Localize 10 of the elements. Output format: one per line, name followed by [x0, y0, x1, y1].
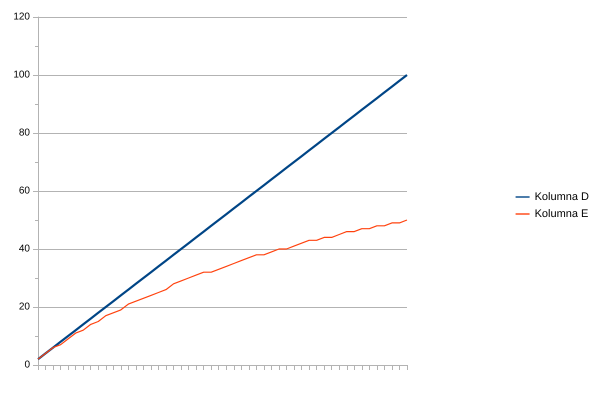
y-tick-label: 60 [18, 186, 30, 196]
y-tick-label: 120 [13, 12, 30, 22]
y-tick-label: 80 [18, 128, 30, 138]
y-tick-label: 100 [13, 70, 30, 80]
y-tick-label: 0 [24, 360, 30, 370]
legend-label: Kolumna D [534, 191, 590, 203]
line-series [36, 74, 408, 360]
y-tick-label: 20 [18, 302, 30, 312]
legend-label: Kolumna E [534, 208, 588, 220]
y-tick-label: 40 [18, 244, 30, 254]
